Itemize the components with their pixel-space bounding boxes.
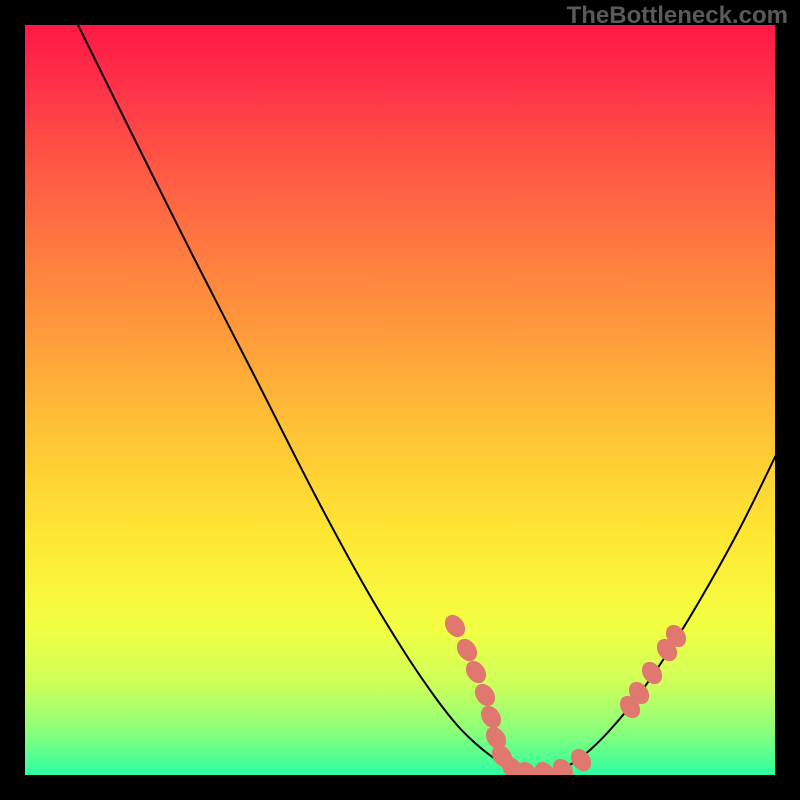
chart-stage: TheBottleneck.com bbox=[0, 0, 800, 800]
watermark-text: TheBottleneck.com bbox=[567, 2, 788, 30]
chart-svg bbox=[0, 0, 800, 800]
